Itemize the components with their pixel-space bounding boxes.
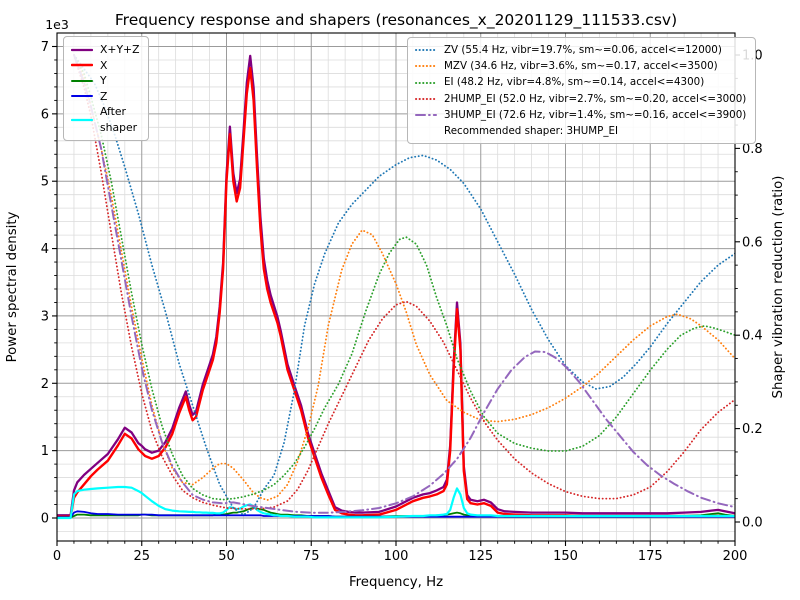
legend-line-sample (415, 49, 437, 52)
curve-shaper-3hump_ei (73, 54, 735, 514)
y-left-tick-label: 3 (41, 309, 49, 324)
legend-psd: X+Y+Z X Y Z After shaper (63, 36, 150, 141)
legend-item-shaper-mzv: MZV (34.6 Hz, vibr=3.6%, sm~=0.17, accel… (415, 58, 746, 74)
curve-shaper-2hump_ei (73, 54, 735, 510)
legend-item-label: Z (100, 89, 108, 103)
x-tick-label: 175 (638, 549, 663, 564)
legend-line-sample (415, 65, 437, 68)
x-tick-label: 75 (303, 549, 320, 564)
legend-item-shaper-zv: ZV (55.4 Hz, vibr=19.7%, sm~=0.06, accel… (415, 42, 746, 58)
legend-item-label: MZV (34.6 Hz, vibr=3.6%, sm~=0.17, accel… (444, 60, 718, 73)
y-left-tick-label: 0 (41, 512, 49, 527)
legend-line-sample (415, 97, 437, 100)
x-axis-label: Frequency, Hz (349, 575, 443, 590)
y-axis-label-right: Shaper vibration reduction (ratio) (771, 176, 786, 399)
x-tick-label: 0 (53, 549, 61, 564)
x-tick-label: 100 (384, 549, 409, 564)
curve-after-shaper (57, 485, 735, 520)
y-left-tick-label: 1 (41, 444, 49, 459)
x-tick-label: 50 (218, 549, 235, 564)
curve-shaper-mzv (73, 54, 735, 502)
legend-line-sample (415, 81, 437, 84)
x-tick-label: 25 (133, 549, 150, 564)
y-axis-label-left: Power spectral density (5, 211, 20, 362)
legend-item-label: 2HUMP_EI (52.0 Hz, vibr=2.7%, sm~=0.20, … (444, 92, 747, 105)
legend-line-sample (71, 118, 93, 121)
legend-item-label: ZV (55.4 Hz, vibr=19.7%, sm~=0.06, accel… (444, 44, 722, 56)
legend-shapers: ZV (55.4 Hz, vibr=19.7%, sm~=0.06, accel… (407, 37, 757, 145)
legend-item-x+y+z: X+Y+Z (71, 42, 139, 58)
legend-item-shaper-ei: EI (48.2 Hz, vibr=4.8%, sm~=0.14, accel<… (415, 74, 746, 90)
chart-title: Frequency response and shapers (resonanc… (115, 11, 677, 30)
legend-line-sample (415, 113, 437, 116)
legend-line-sample (71, 95, 93, 98)
legend-line-sample (71, 79, 93, 82)
y-left-tick-label: 4 (41, 242, 49, 257)
legend-item-label: X+Y+Z (100, 43, 140, 56)
legend-item-label: X (100, 58, 108, 72)
legend-item-label: After shaper (100, 105, 138, 134)
x-tick-label: 150 (553, 549, 578, 564)
x-tick-label: 200 (723, 549, 748, 564)
y-right-tick-label: 0.0 (742, 516, 763, 531)
y-right-tick-label: 0.4 (742, 329, 763, 344)
legend-item-after-shaper: After shaper (71, 104, 139, 135)
y-right-tick-label: 0.6 (742, 235, 763, 250)
y-right-tick-label: 0.8 (742, 142, 763, 157)
legend-item-y: Y (71, 73, 139, 89)
y-left-tick-label: 7 (41, 40, 49, 55)
legend-line-sample (71, 64, 93, 67)
legend-item-shaper-2hump_ei: 2HUMP_EI (52.0 Hz, vibr=2.7%, sm~=0.20, … (415, 91, 746, 107)
y-axis-offset-label: 1e3 (45, 17, 69, 32)
legend-item-label: EI (48.2 Hz, vibr=4.8%, sm~=0.14, accel<… (444, 76, 705, 89)
legend-item-label: Y (100, 74, 107, 87)
legend-item-z: Z (71, 89, 139, 105)
legend-item-x: X (71, 58, 139, 74)
legend-item-shaper-3hump_ei: 3HUMP_EI (72.6 Hz, vibr=1.4%, sm~=0.16, … (415, 107, 746, 123)
legend-line-sample (71, 48, 93, 51)
y-right-tick-label: 0.2 (742, 422, 763, 437)
x-tick-label: 125 (468, 549, 493, 564)
y-left-tick-label: 5 (41, 175, 49, 190)
curve-shaper-zv (73, 54, 735, 517)
legend-item-label: 3HUMP_EI (72.6 Hz, vibr=1.4%, sm~=0.16, … (444, 108, 747, 121)
y-left-tick-label: 6 (41, 107, 49, 122)
y-left-tick-label: 2 (41, 377, 49, 392)
curve-shaper-ei (73, 54, 735, 501)
recommended-shaper-note: Recommended shaper: 3HUMP_EI (444, 125, 619, 138)
